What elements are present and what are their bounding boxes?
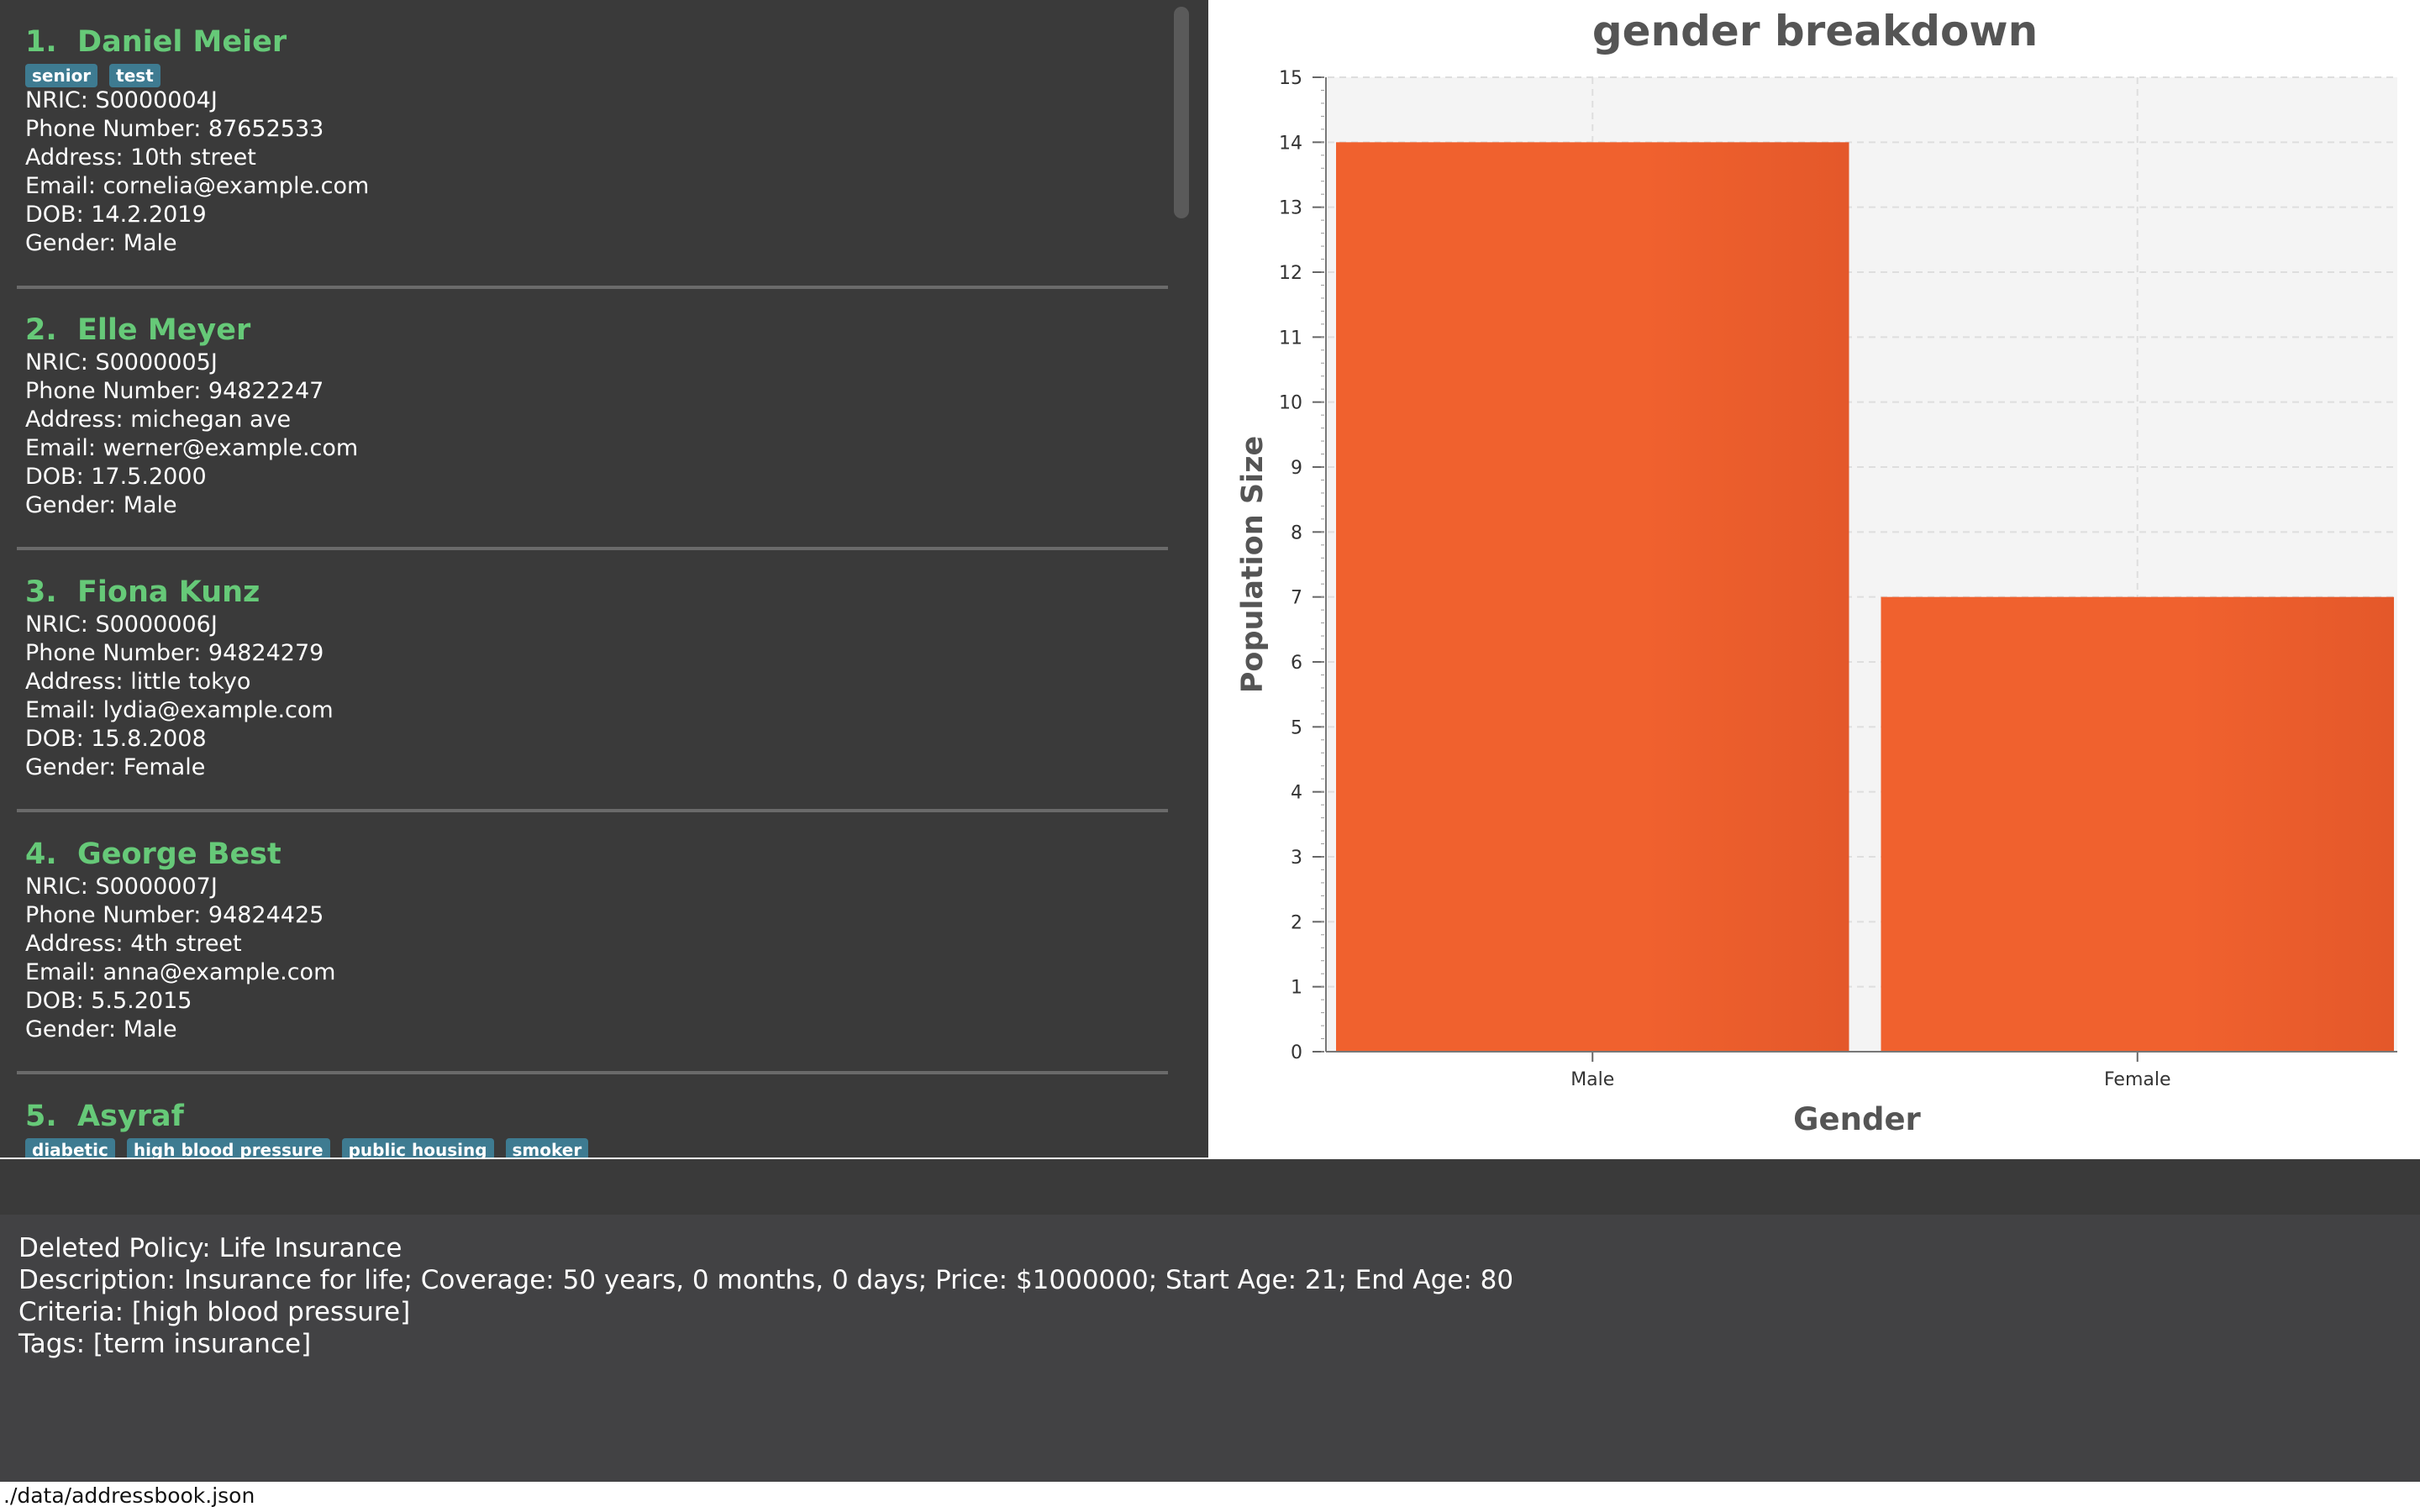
person-email: Email: lydia@example.com (25, 697, 334, 723)
y-tick-label: 13 (1279, 198, 1302, 219)
y-tick-label: 0 (1291, 1042, 1302, 1063)
x-axis-label: Gender (1793, 1101, 1921, 1137)
result-line-criteria: Criteria: [high blood pressure] (18, 1297, 411, 1327)
tag-badge: public housing (341, 1138, 494, 1158)
person-address: Address: little tokyo (25, 669, 251, 695)
y-axis-label: Population Size (1236, 436, 1270, 693)
result-line-tags: Tags: [term insurance] (18, 1329, 312, 1359)
person-dob: DOB: 5.5.2015 (25, 988, 192, 1014)
result-line-description: Description: Insurance for life; Coverag… (18, 1265, 1514, 1295)
y-tick-label: 6 (1291, 653, 1302, 674)
y-tick-label: 7 (1291, 588, 1302, 609)
y-tick-label: 4 (1291, 783, 1302, 804)
person-nric: NRIC: S0000004J (25, 87, 218, 113)
person-gender: Gender: Female (25, 754, 206, 780)
person-nric: NRIC: S0000005J (25, 349, 218, 375)
result-line-deleted-policy: Deleted Policy: Life Insurance (18, 1233, 402, 1263)
y-tick-label: 12 (1279, 263, 1302, 284)
y-tick-label: 14 (1279, 133, 1302, 154)
result-display: Deleted Policy: Life Insurance Descripti… (0, 1215, 2420, 1482)
chart-title: gender breakdown (1592, 7, 2038, 55)
person-phone: Phone Number: 94824279 (25, 640, 324, 666)
tag-badge: smoker (505, 1138, 589, 1158)
person-gender: Gender: Male (25, 230, 177, 256)
y-tick-label: 15 (1279, 68, 1302, 89)
person-phone: Phone Number: 87652533 (25, 116, 324, 142)
card-divider (17, 286, 1168, 289)
y-tick-label: 1 (1291, 978, 1302, 999)
person-name: 3. Fiona Kunz (25, 575, 260, 609)
person-name: 2. Elle Meyer (25, 313, 251, 347)
tag-badge: senior (25, 64, 98, 87)
person-tags: senior test (25, 64, 160, 87)
bar-female (1881, 596, 2394, 1052)
person-email: Email: anna@example.com (25, 959, 336, 985)
command-box-strip[interactable] (0, 1159, 2420, 1215)
y-tick-label: 5 (1291, 717, 1302, 738)
y-tick-label: 9 (1291, 458, 1302, 479)
list-scrollbar[interactable] (1174, 7, 1189, 218)
y-tick-label: 11 (1279, 328, 1302, 349)
y-tick-label: 2 (1291, 912, 1302, 933)
tag-badge: test (109, 64, 160, 87)
y-tick-label: 8 (1291, 522, 1302, 543)
person-dob: DOB: 15.8.2008 (25, 726, 207, 752)
card-divider (17, 547, 1168, 550)
person-name: 5. Asyraf (25, 1100, 184, 1133)
bar-male (1336, 142, 1849, 1052)
person-email: Email: cornelia@example.com (25, 173, 370, 199)
person-name: 4. George Best (25, 837, 281, 871)
person-address: Address: 4th street (25, 931, 242, 957)
chart-panel: 0 1 2 3 4 5 6 7 8 9 10 11 12 13 14 15 Male Female gender b… (1210, 0, 2420, 1159)
status-bar: ./data/addressbook.json (0, 1482, 2420, 1512)
person-name: 1. Daniel Meier (25, 25, 287, 59)
y-tick-label: 10 (1279, 393, 1302, 414)
tag-badge: diabetic (25, 1138, 115, 1158)
x-tick-label: Male (1570, 1069, 1614, 1090)
card-divider (17, 1071, 1168, 1074)
person-phone: Phone Number: 94822247 (25, 378, 324, 404)
person-phone: Phone Number: 94824425 (25, 902, 324, 928)
person-gender: Gender: Male (25, 492, 177, 518)
person-tags: diabetic high blood pressure public housin… (25, 1138, 589, 1158)
tag-badge: high blood pressure (126, 1138, 330, 1158)
person-dob: DOB: 17.5.2000 (25, 464, 207, 490)
card-divider (17, 809, 1168, 812)
person-list-panel[interactable]: 1. Daniel Meier senior test NRIC: S0000004J… (0, 0, 1208, 1158)
person-address: Address: michegan ave (25, 407, 292, 433)
person-address: Address: 10th street (25, 144, 256, 171)
x-tick-label: Female (2104, 1069, 2171, 1090)
person-nric: NRIC: S0000007J (25, 874, 218, 900)
person-email: Email: werner@example.com (25, 435, 359, 461)
person-dob: DOB: 14.2.2019 (25, 202, 207, 228)
person-gender: Gender: Male (25, 1016, 177, 1042)
person-nric: NRIC: S0000006J (25, 612, 218, 638)
y-tick-label: 3 (1291, 848, 1302, 869)
status-file-path: ./data/addressbook.json (3, 1483, 255, 1508)
